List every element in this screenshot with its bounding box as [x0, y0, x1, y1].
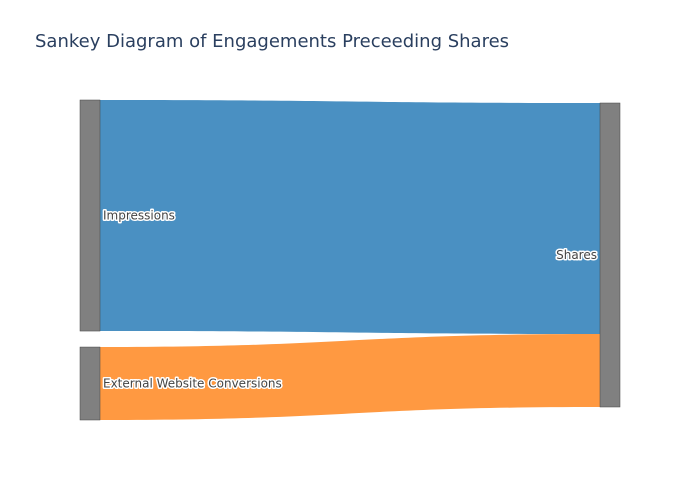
node-label-external-website-conversions: External Website Conversions	[103, 377, 282, 391]
node-label-impressions: Impressions	[103, 209, 175, 223]
chart-title: Sankey Diagram of Engagements Preceeding…	[35, 31, 510, 52]
node-shares[interactable]	[599, 102, 621, 408]
node-external-website-conversions[interactable]	[79, 346, 101, 421]
node-impressions[interactable]	[79, 99, 101, 332]
link-impressions-shares[interactable]	[100, 100, 600, 335]
node-label-shares: Shares	[556, 248, 597, 262]
link-external-website-conversions-shares[interactable]	[100, 334, 600, 420]
